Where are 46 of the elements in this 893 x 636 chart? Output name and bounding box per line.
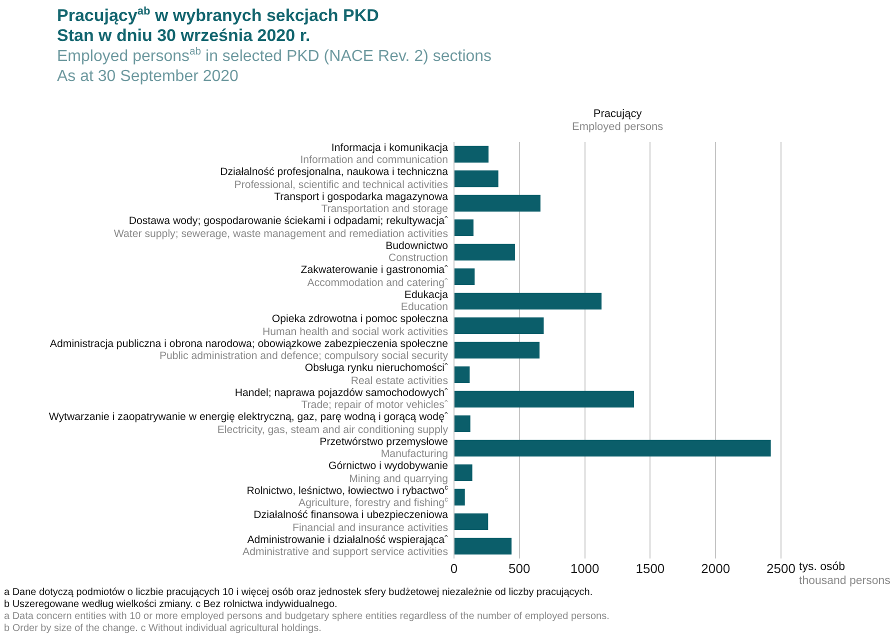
y-tick-label: Przetwórstwo przemysłowe Manufacturing bbox=[320, 436, 448, 461]
y-tick-label: Obsługa rynku nieruchomościˆ Real estate activities bbox=[304, 362, 448, 388]
y-tick-label: Wytwarzanie i zaopatrywanie w energię elektryczną, gaz, parę wodną i gorącą wodęˆ Electricity, gas, steam and air conditioning supply bbox=[48, 411, 448, 436]
y-tick-label: Działalność profesjonalna, naukowa i techniczna Professional, scientific and technical activities bbox=[220, 166, 448, 192]
text: Employed persons$^{ab}$ in selected PKD (NACE Rev. 2) sections As at 30 September 2020 bbox=[57, 46, 492, 87]
bar bbox=[454, 513, 488, 530]
y-tick-label: Dostawa wody; gospodarowanie ściekami i odpadami; rekultywacjaˆ Water supply; sewerage, waste management and remediation activities bbox=[114, 215, 448, 240]
text: a Data concern entities with 10 or more employed persons and budgetary sphere entities regardless of the number of employed persons. b Order by size of the change. c Without individual agricultural holdings. bbox=[4, 611, 610, 635]
bar bbox=[454, 317, 544, 334]
text: Pracujący Employed persons bbox=[572, 108, 664, 134]
bar bbox=[454, 390, 634, 408]
bar bbox=[454, 488, 465, 506]
x-tick-label: 500 bbox=[508, 560, 530, 576]
x-tick-label: 0 bbox=[450, 560, 458, 576]
text: Pracujący$^{ab}$ w wybranych sekcjach PKD Stan w dniu 30 września 2020 r. bbox=[57, 5, 379, 46]
x-tick-label: 2500 bbox=[766, 560, 796, 576]
y-tick-label: Działalność finansowa i ubezpieczeniowa Financial and insurance activities bbox=[254, 509, 448, 534]
y-tick-label: Opieka zdrowotna i pomoc społeczna Human health and social work activities bbox=[262, 313, 448, 338]
bar bbox=[454, 464, 472, 481]
bar bbox=[454, 440, 771, 457]
bar bbox=[454, 194, 540, 212]
bar bbox=[454, 538, 512, 554]
bar bbox=[454, 366, 470, 384]
bar bbox=[454, 415, 470, 432]
bar bbox=[454, 268, 475, 286]
bar bbox=[454, 170, 498, 188]
x-tick-label: 1500 bbox=[636, 560, 665, 576]
x-tick-label: 1000 bbox=[570, 560, 600, 576]
y-tick-label: Zakwaterowanie i gastronomiaˆ Accommodation and cateringˆ bbox=[300, 264, 448, 290]
bar bbox=[454, 219, 474, 236]
y-tick-label: Administrowanie i działalność wspierającaˆ Administrative and support service activities bbox=[242, 534, 448, 559]
bar bbox=[454, 244, 515, 261]
y-tick-label: Administracja publiczna i obrona narodowa; obowiązkowe zabezpieczenia społeczne Public administration and defence; compulsory social security bbox=[50, 338, 448, 363]
y-tick-label: Transport i gospodarka magazynowa Transportation and storage bbox=[274, 190, 448, 216]
y-tick-label: Edukacja Education bbox=[400, 288, 448, 314]
text: a Dane dotyczą podmiotów o liczbie pracujących 10 i więcej osób oraz jednostek sfery budżetowej niezależnie od liczby pracujących. b Uszeregowane według wielkości zmiany. c Bez rolnictwa indywidualnego. bbox=[4, 587, 594, 611]
bar bbox=[454, 292, 602, 310]
x-axis-title: tys. osób thousand persons bbox=[799, 560, 890, 588]
x-tick-label: 2000 bbox=[701, 560, 730, 576]
y-tick-label: Handel; naprawa pojazdów samochodowychˆ Trade; repair of motor vehiclesˆ bbox=[234, 386, 448, 412]
bar bbox=[454, 342, 540, 359]
y-tick-label: Rolnictwo, leśnictwo, łowiectwo i rybactwo$^{c}$ Agriculture, forestry and fishing$^{c}$ bbox=[246, 484, 448, 510]
y-tick-label: Górnictwo i wydobywanie Mining and quarrying bbox=[328, 460, 448, 486]
y-tick-label: Informacja i komunikacja Information and communication bbox=[300, 142, 448, 167]
bar bbox=[454, 146, 489, 163]
y-tick-label: Budownictwo Construction bbox=[386, 240, 448, 265]
